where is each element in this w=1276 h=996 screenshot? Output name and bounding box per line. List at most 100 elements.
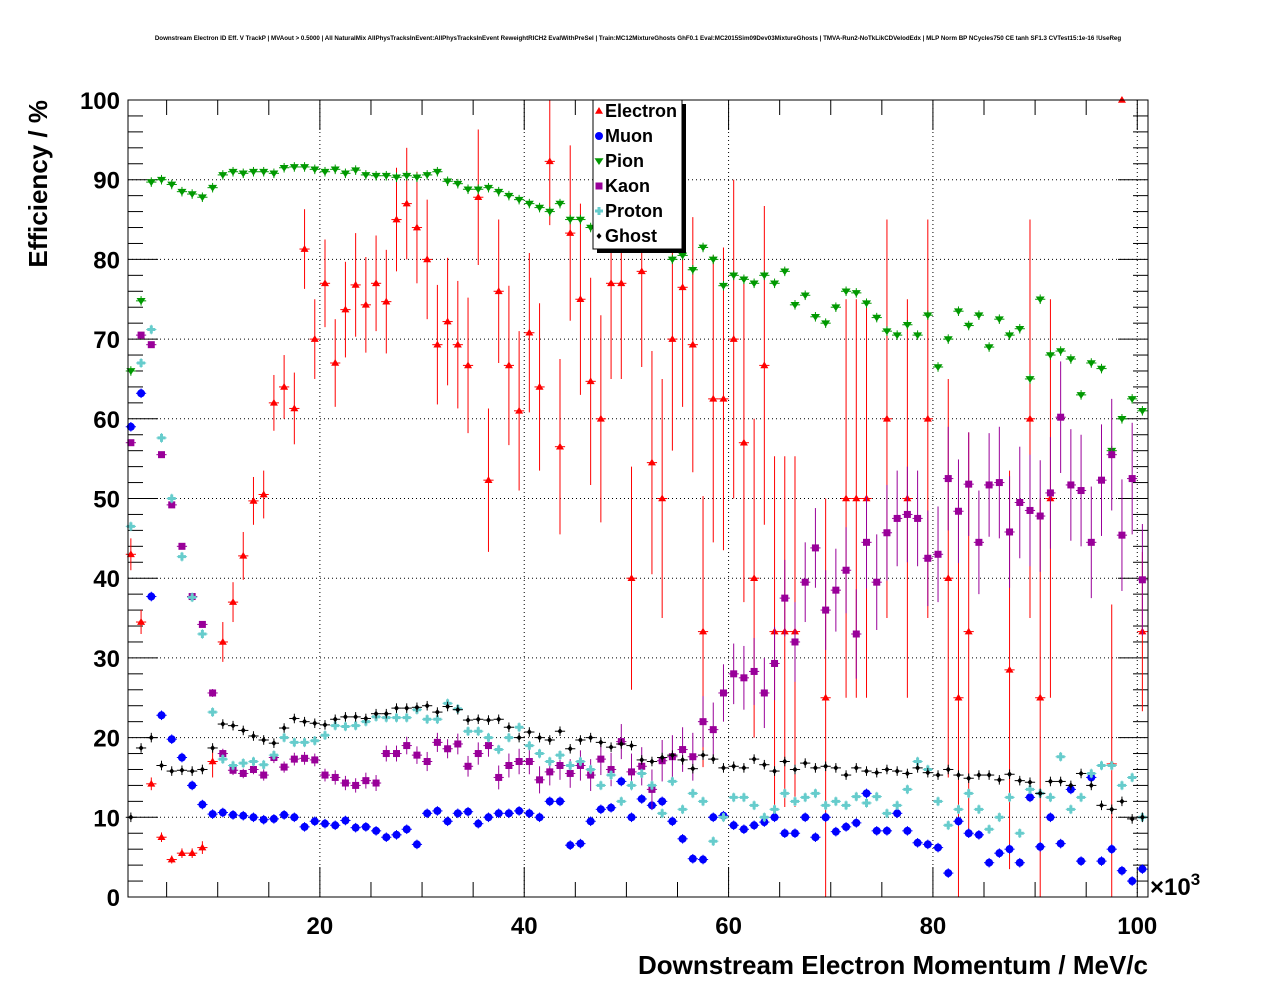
- pion-point: [1056, 348, 1066, 356]
- y-tick-label: 80: [93, 247, 120, 274]
- muon-point: [678, 834, 687, 843]
- kaon-point: [556, 761, 564, 769]
- pion-point: [688, 266, 698, 274]
- proton-point: [790, 797, 799, 806]
- pion-point: [300, 164, 310, 171]
- muon-point: [320, 819, 329, 828]
- proton-point: [995, 813, 1004, 822]
- electron-point: [464, 361, 473, 369]
- ghost-point: [659, 754, 665, 761]
- proton-point: [484, 733, 493, 742]
- ghost-point: [189, 768, 195, 775]
- kaon-point: [1118, 531, 1126, 539]
- electron-point: [433, 340, 442, 348]
- ghost-point: [169, 768, 175, 775]
- ghost-point: [475, 716, 481, 723]
- proton-point: [985, 825, 994, 834]
- proton-point: [1107, 761, 1116, 770]
- pion-point: [535, 204, 545, 212]
- proton-point: [208, 708, 217, 717]
- ghost-point: [680, 756, 686, 763]
- muon-point: [525, 809, 534, 818]
- muon-point: [1036, 842, 1045, 851]
- kaon-point: [1026, 506, 1034, 514]
- pion-point: [565, 216, 575, 224]
- muon-point: [249, 813, 258, 822]
- electron-point: [576, 295, 585, 303]
- muon-point: [882, 826, 891, 835]
- muon-point: [985, 858, 994, 867]
- y-tick-label: 100: [80, 88, 120, 115]
- pion-point: [392, 174, 402, 182]
- proton-point: [770, 805, 779, 814]
- legend-label-electron: Electron: [605, 101, 677, 121]
- ghost-point: [1088, 782, 1094, 789]
- ghost-point: [322, 721, 328, 728]
- muon-point: [474, 819, 483, 828]
- muon-point: [147, 592, 156, 601]
- electron-point: [280, 382, 289, 390]
- pion-point: [1035, 296, 1045, 304]
- kaon-point: [832, 586, 840, 594]
- kaon-point: [127, 439, 135, 447]
- ghost-point: [884, 766, 890, 773]
- kaon-point: [290, 755, 298, 763]
- y-tick-label: 30: [93, 646, 120, 673]
- electron-point: [1036, 693, 1045, 701]
- proton-point: [259, 760, 268, 769]
- electron-point: [739, 438, 748, 446]
- pion-point: [882, 328, 892, 336]
- proton-point: [852, 792, 861, 801]
- ghost-point: [649, 758, 655, 765]
- electron-point: [372, 279, 381, 287]
- muon-point: [392, 830, 401, 839]
- x-tick-label: 20: [307, 913, 334, 940]
- pion-point: [126, 368, 136, 375]
- grid: [128, 100, 1148, 897]
- pion-point: [831, 304, 841, 312]
- muon-point: [504, 809, 513, 818]
- proton-point: [188, 593, 197, 602]
- muon-point: [402, 825, 411, 834]
- y-tick-label: 90: [93, 168, 120, 195]
- muon-point: [310, 817, 319, 826]
- pion-point: [494, 188, 504, 196]
- ghost-point: [394, 705, 400, 712]
- kaon-point: [198, 620, 206, 628]
- kaon-point: [495, 773, 503, 781]
- muon-point: [709, 813, 718, 822]
- proton-point: [525, 741, 534, 750]
- ghost-point: [465, 717, 471, 724]
- kaon-point: [372, 779, 380, 787]
- muon-point: [658, 797, 667, 806]
- electron-point: [555, 442, 564, 450]
- chart-title: Downstream Electron ID Eff. V TrackP | M…: [154, 35, 1122, 42]
- proton-point: [699, 797, 708, 806]
- electron-point: [545, 157, 554, 165]
- pion-point: [412, 174, 422, 182]
- pion-point: [994, 316, 1004, 324]
- pion-point: [524, 200, 534, 208]
- ghost-point: [802, 760, 808, 767]
- proton-point: [269, 751, 278, 760]
- muon-point: [913, 838, 922, 847]
- pion-point: [902, 321, 912, 329]
- ghost-point: [424, 702, 430, 709]
- pion-point: [208, 184, 218, 192]
- electron-point: [218, 637, 227, 645]
- muon-point: [770, 813, 779, 822]
- kaon-point: [852, 630, 860, 638]
- proton-point: [964, 789, 973, 798]
- electron-point: [167, 855, 176, 863]
- electron-point: [147, 779, 156, 787]
- kaon-point: [893, 514, 901, 522]
- proton-point: [351, 721, 360, 730]
- kaon-point: [965, 480, 973, 488]
- ghost-point: [904, 770, 910, 777]
- y-tick-label: 0: [107, 885, 120, 912]
- proton-point: [607, 771, 616, 780]
- kaon-point: [209, 689, 217, 697]
- pion-point: [841, 288, 851, 296]
- electron-point: [453, 340, 462, 348]
- pion-point: [381, 172, 391, 180]
